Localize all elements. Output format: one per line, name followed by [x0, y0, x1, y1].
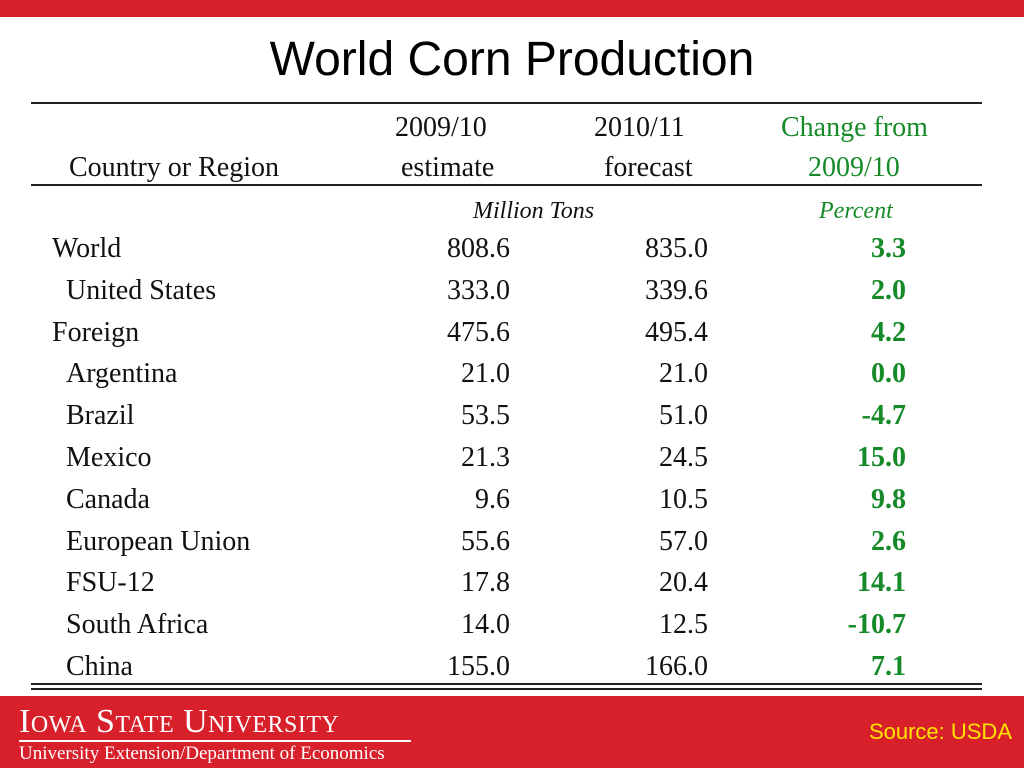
forecast-value: 24.5 [659, 441, 708, 473]
header-country: Country or Region [69, 152, 279, 183]
country-name: Mexico [66, 441, 152, 473]
university-wordmark: Iowa State University [19, 702, 339, 741]
estimate-value: 155.0 [447, 650, 510, 682]
estimate-value: 333.0 [447, 274, 510, 306]
forecast-value: 166.0 [645, 650, 708, 682]
table-row: World 808.6 835.0 3.3 [31, 229, 982, 271]
table-row: United States 333.0 339.6 2.0 [31, 271, 982, 313]
table-row: Brazil 53.5 51.0 -4.7 [31, 396, 982, 438]
estimate-value: 808.6 [447, 233, 510, 264]
country-name: Foreign [52, 316, 140, 348]
country-name: World [52, 233, 122, 264]
table-row: Argentina 21.0 21.0 0.0 [31, 354, 982, 396]
table-row: Mexico 21.3 24.5 15.0 [31, 438, 982, 480]
table-bottom-double-rule [31, 688, 982, 690]
footer-bar [0, 696, 1024, 768]
change-percent: 2.0 [871, 274, 906, 306]
estimate-value: 14.0 [461, 609, 510, 641]
top-accent-bar [0, 0, 1024, 17]
change-percent: 0.0 [871, 358, 906, 390]
header-change-year: 2009/10 [808, 152, 900, 183]
change-percent: 7.1 [871, 650, 906, 682]
table-body: World 808.6 835.0 3.3 United States 333.… [31, 229, 982, 689]
country-name: FSU-12 [66, 567, 155, 599]
forecast-value: 339.6 [645, 274, 708, 306]
header-estimate-year: 2009/10 [395, 112, 487, 143]
header-forecast-label: forecast [604, 152, 693, 183]
table-row: European Union 55.6 57.0 2.6 [31, 522, 982, 564]
estimate-value: 55.6 [461, 525, 510, 557]
table-row: Canada 9.6 10.5 9.8 [31, 480, 982, 522]
country-name: China [66, 650, 133, 682]
forecast-value: 20.4 [659, 567, 708, 599]
department-name: University Extension/Department of Econo… [19, 743, 385, 764]
change-percent: 14.1 [857, 567, 906, 599]
university-name: Iowa State University [19, 703, 340, 740]
forecast-value: 495.4 [645, 316, 708, 348]
table-row: FSU-12 17.8 20.4 14.1 [31, 563, 982, 605]
source-credit: Source: USDA [868, 719, 1012, 744]
forecast-value: 21.0 [659, 358, 708, 390]
table-row: China 155.0 166.0 7.1 [31, 647, 982, 689]
estimate-value: 21.3 [461, 441, 510, 473]
table-header-rule [31, 184, 982, 186]
estimate-value: 21.0 [461, 358, 510, 390]
unit-percent: Percent [819, 198, 893, 224]
change-percent: 9.8 [871, 483, 906, 515]
change-percent: 3.3 [871, 233, 906, 264]
change-percent: 2.6 [871, 525, 906, 557]
country-name: Brazil [66, 400, 135, 432]
country-name: South Africa [66, 609, 209, 641]
estimate-value: 53.5 [461, 400, 510, 432]
change-percent: 4.2 [871, 316, 906, 348]
country-name: United States [66, 274, 217, 306]
estimate-value: 9.6 [475, 483, 510, 515]
country-name: Argentina [66, 358, 178, 390]
estimate-value: 475.6 [447, 316, 510, 348]
wordmark-underline [19, 740, 411, 742]
unit-million-tons: Million Tons [473, 198, 595, 224]
header-forecast-year: 2010/11 [594, 112, 685, 143]
country-name: European Union [66, 525, 251, 557]
forecast-value: 10.5 [659, 483, 708, 515]
table-row: Foreign 475.6 495.4 4.2 [31, 313, 982, 355]
table-row: South Africa 14.0 12.5 -10.7 [31, 605, 982, 647]
forecast-value: 51.0 [659, 400, 708, 432]
slide-title: World Corn Production [269, 33, 755, 86]
change-percent: 15.0 [857, 441, 906, 473]
table-bottom-rule [31, 683, 982, 685]
forecast-value: 57.0 [659, 525, 708, 557]
header-change-title: Change from [781, 112, 928, 143]
corn-production-table: Country or Region 2009/10 estimate 2010/… [31, 102, 982, 692]
header-estimate-label: estimate [401, 152, 495, 183]
estimate-value: 17.8 [461, 567, 510, 599]
change-percent: -10.7 [847, 609, 906, 641]
table-top-rule [31, 102, 982, 104]
forecast-value: 12.5 [659, 609, 708, 641]
forecast-value: 835.0 [645, 233, 708, 264]
change-percent: -4.7 [861, 400, 906, 432]
country-name: Canada [66, 483, 150, 515]
